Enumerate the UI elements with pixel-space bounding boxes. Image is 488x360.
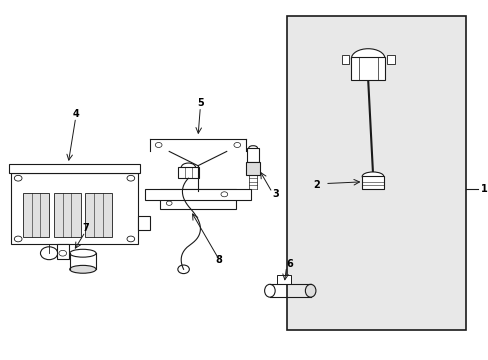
Bar <box>159 189 236 208</box>
Bar <box>362 176 383 189</box>
Ellipse shape <box>70 249 96 257</box>
Bar <box>341 55 348 64</box>
Bar <box>277 275 291 284</box>
Bar <box>138 216 150 230</box>
Text: 1: 1 <box>480 184 487 194</box>
Text: 6: 6 <box>286 259 293 269</box>
Bar <box>23 193 49 237</box>
Bar <box>247 148 258 162</box>
Ellipse shape <box>362 172 383 181</box>
Text: 2: 2 <box>313 180 320 190</box>
Ellipse shape <box>248 146 257 150</box>
Text: 8: 8 <box>215 255 222 265</box>
Bar <box>85 193 111 237</box>
Ellipse shape <box>264 284 275 297</box>
Bar <box>9 164 140 173</box>
Text: 4: 4 <box>72 109 79 119</box>
Ellipse shape <box>70 265 96 273</box>
Ellipse shape <box>305 284 315 297</box>
Bar <box>351 57 384 80</box>
Bar <box>11 173 138 244</box>
Bar <box>57 244 68 258</box>
Bar <box>386 55 394 64</box>
Bar <box>246 162 259 175</box>
Bar <box>178 167 199 178</box>
Ellipse shape <box>351 49 384 68</box>
Text: 7: 7 <box>82 223 88 233</box>
Text: 5: 5 <box>197 98 203 108</box>
Bar <box>54 193 81 237</box>
Bar <box>286 16 466 330</box>
Bar <box>145 189 250 200</box>
Circle shape <box>41 247 58 260</box>
Text: 3: 3 <box>272 189 279 199</box>
Circle shape <box>178 265 189 274</box>
